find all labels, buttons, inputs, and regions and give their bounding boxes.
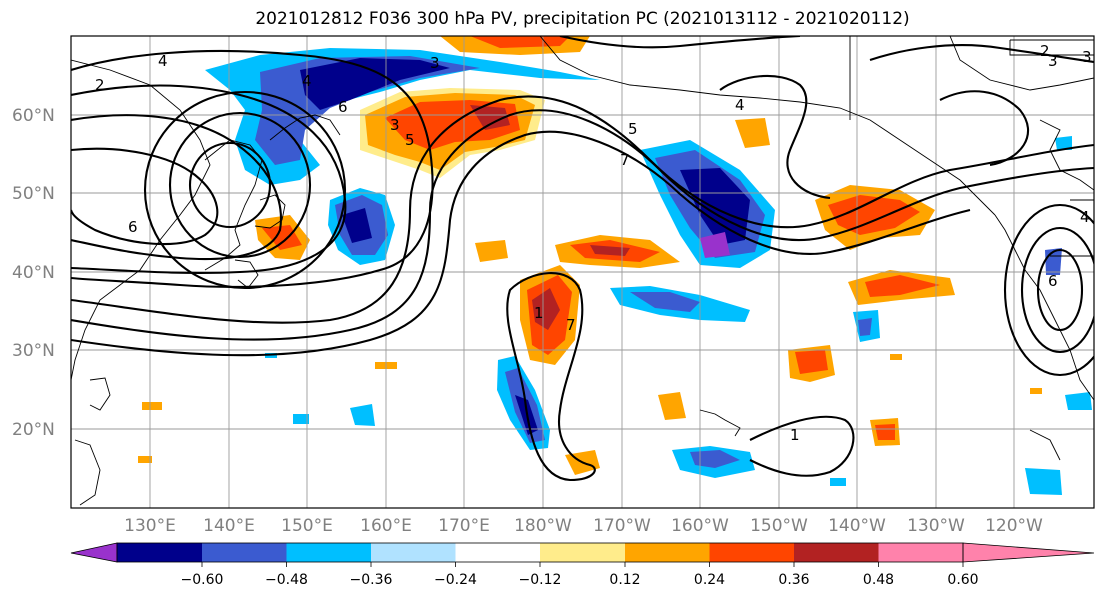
lon-label: 140°W — [828, 516, 886, 536]
lon-label: 160°W — [671, 516, 729, 536]
contour-label: 6 — [338, 98, 348, 116]
lon-label: 130°E — [124, 516, 176, 536]
colorbar-segment — [371, 543, 456, 562]
contour-label: 7 — [566, 316, 576, 334]
colorbar-tick-label: 0.12 — [609, 572, 640, 588]
colorbar-segment — [202, 543, 287, 562]
colorbar-tick-label: −0.36 — [350, 572, 393, 588]
contour-label: 1 — [534, 304, 544, 322]
contour-label: 2 — [95, 76, 105, 94]
colorbar-segment — [709, 543, 794, 562]
colorbar-tick-label: 0.60 — [947, 572, 978, 588]
colorbar-segment — [286, 543, 371, 562]
colorbar-segment — [455, 543, 540, 562]
lon-label: 170°E — [438, 516, 490, 536]
contour-label: 3 — [430, 54, 440, 72]
map-title: 2021012812 F036 300 hPa PV, precipitatio… — [255, 9, 910, 29]
colorbar-segment — [878, 543, 963, 562]
lat-label: 50°N — [12, 184, 55, 204]
colorbar-tick-label: 0.48 — [863, 572, 894, 588]
colorbar-tick-label: −0.12 — [519, 572, 562, 588]
contour-label: 4 — [302, 72, 312, 90]
colorbar: −0.60 −0.48 −0.36 −0.24 −0.12 0.12 0.24 … — [70, 542, 1095, 588]
colorbar-segment — [794, 543, 879, 562]
longitude-labels: 130°E 140°E 150°E 160°E 170°E 180°W 170°… — [124, 516, 1043, 536]
colorbar-tick-label: 0.36 — [778, 572, 809, 588]
map-frame — [70, 35, 1095, 509]
contour-label: 6 — [1048, 272, 1058, 290]
lon-label: 160°E — [360, 516, 412, 536]
colorbar-ticks — [201, 562, 964, 567]
lon-label: 180°W — [514, 516, 572, 536]
contour-label: 5 — [628, 120, 638, 138]
contour-label: 7 — [620, 151, 630, 169]
precipitation-shading — [138, 36, 1092, 495]
colorbar-extend-high — [962, 542, 1095, 563]
contour-label: 2 — [1040, 42, 1050, 60]
colorbar-tick-label: −0.48 — [265, 572, 308, 588]
colorbar-extend-low — [70, 542, 118, 563]
lon-label: 150°E — [281, 516, 333, 536]
coastlines — [71, 36, 1094, 506]
colorbar-segment — [540, 543, 625, 562]
contour-labels: 2 4 3 6 5 7 4 3 5 6 4 7 1 2 3 4 6 3 1 — [95, 42, 1092, 444]
contour-label: 3 — [1082, 48, 1092, 66]
colorbar-tick-label: −0.24 — [434, 572, 477, 588]
contour-label: 4 — [1080, 208, 1090, 226]
lon-label: 140°E — [203, 516, 255, 536]
colorbar-segment — [625, 543, 710, 562]
colorbar-tick-label: −0.60 — [181, 572, 224, 588]
lon-label: 150°W — [750, 516, 808, 536]
lat-label: 40°N — [12, 263, 55, 283]
lon-label: 170°W — [593, 516, 651, 536]
colorbar-tick-label: 0.24 — [694, 572, 725, 588]
contour-label: 3 — [1048, 52, 1058, 70]
contour-label: 4 — [158, 52, 168, 70]
lon-label: 120°W — [985, 516, 1043, 536]
contour-label: 6 — [128, 218, 138, 236]
lat-label: 30°N — [12, 341, 55, 361]
lat-label: 20°N — [12, 420, 55, 440]
lon-label: 130°W — [907, 516, 965, 536]
contour-label: 5 — [405, 131, 415, 149]
latitude-labels: 60°N 50°N 40°N 30°N 20°N — [12, 106, 55, 440]
colorbar-segment — [117, 543, 202, 562]
contour-label: 3 — [390, 116, 400, 134]
pv-contours — [71, 36, 1094, 482]
lat-label: 60°N — [12, 106, 55, 126]
contour-label: 1 — [790, 426, 800, 444]
contour-label: 4 — [735, 96, 745, 114]
